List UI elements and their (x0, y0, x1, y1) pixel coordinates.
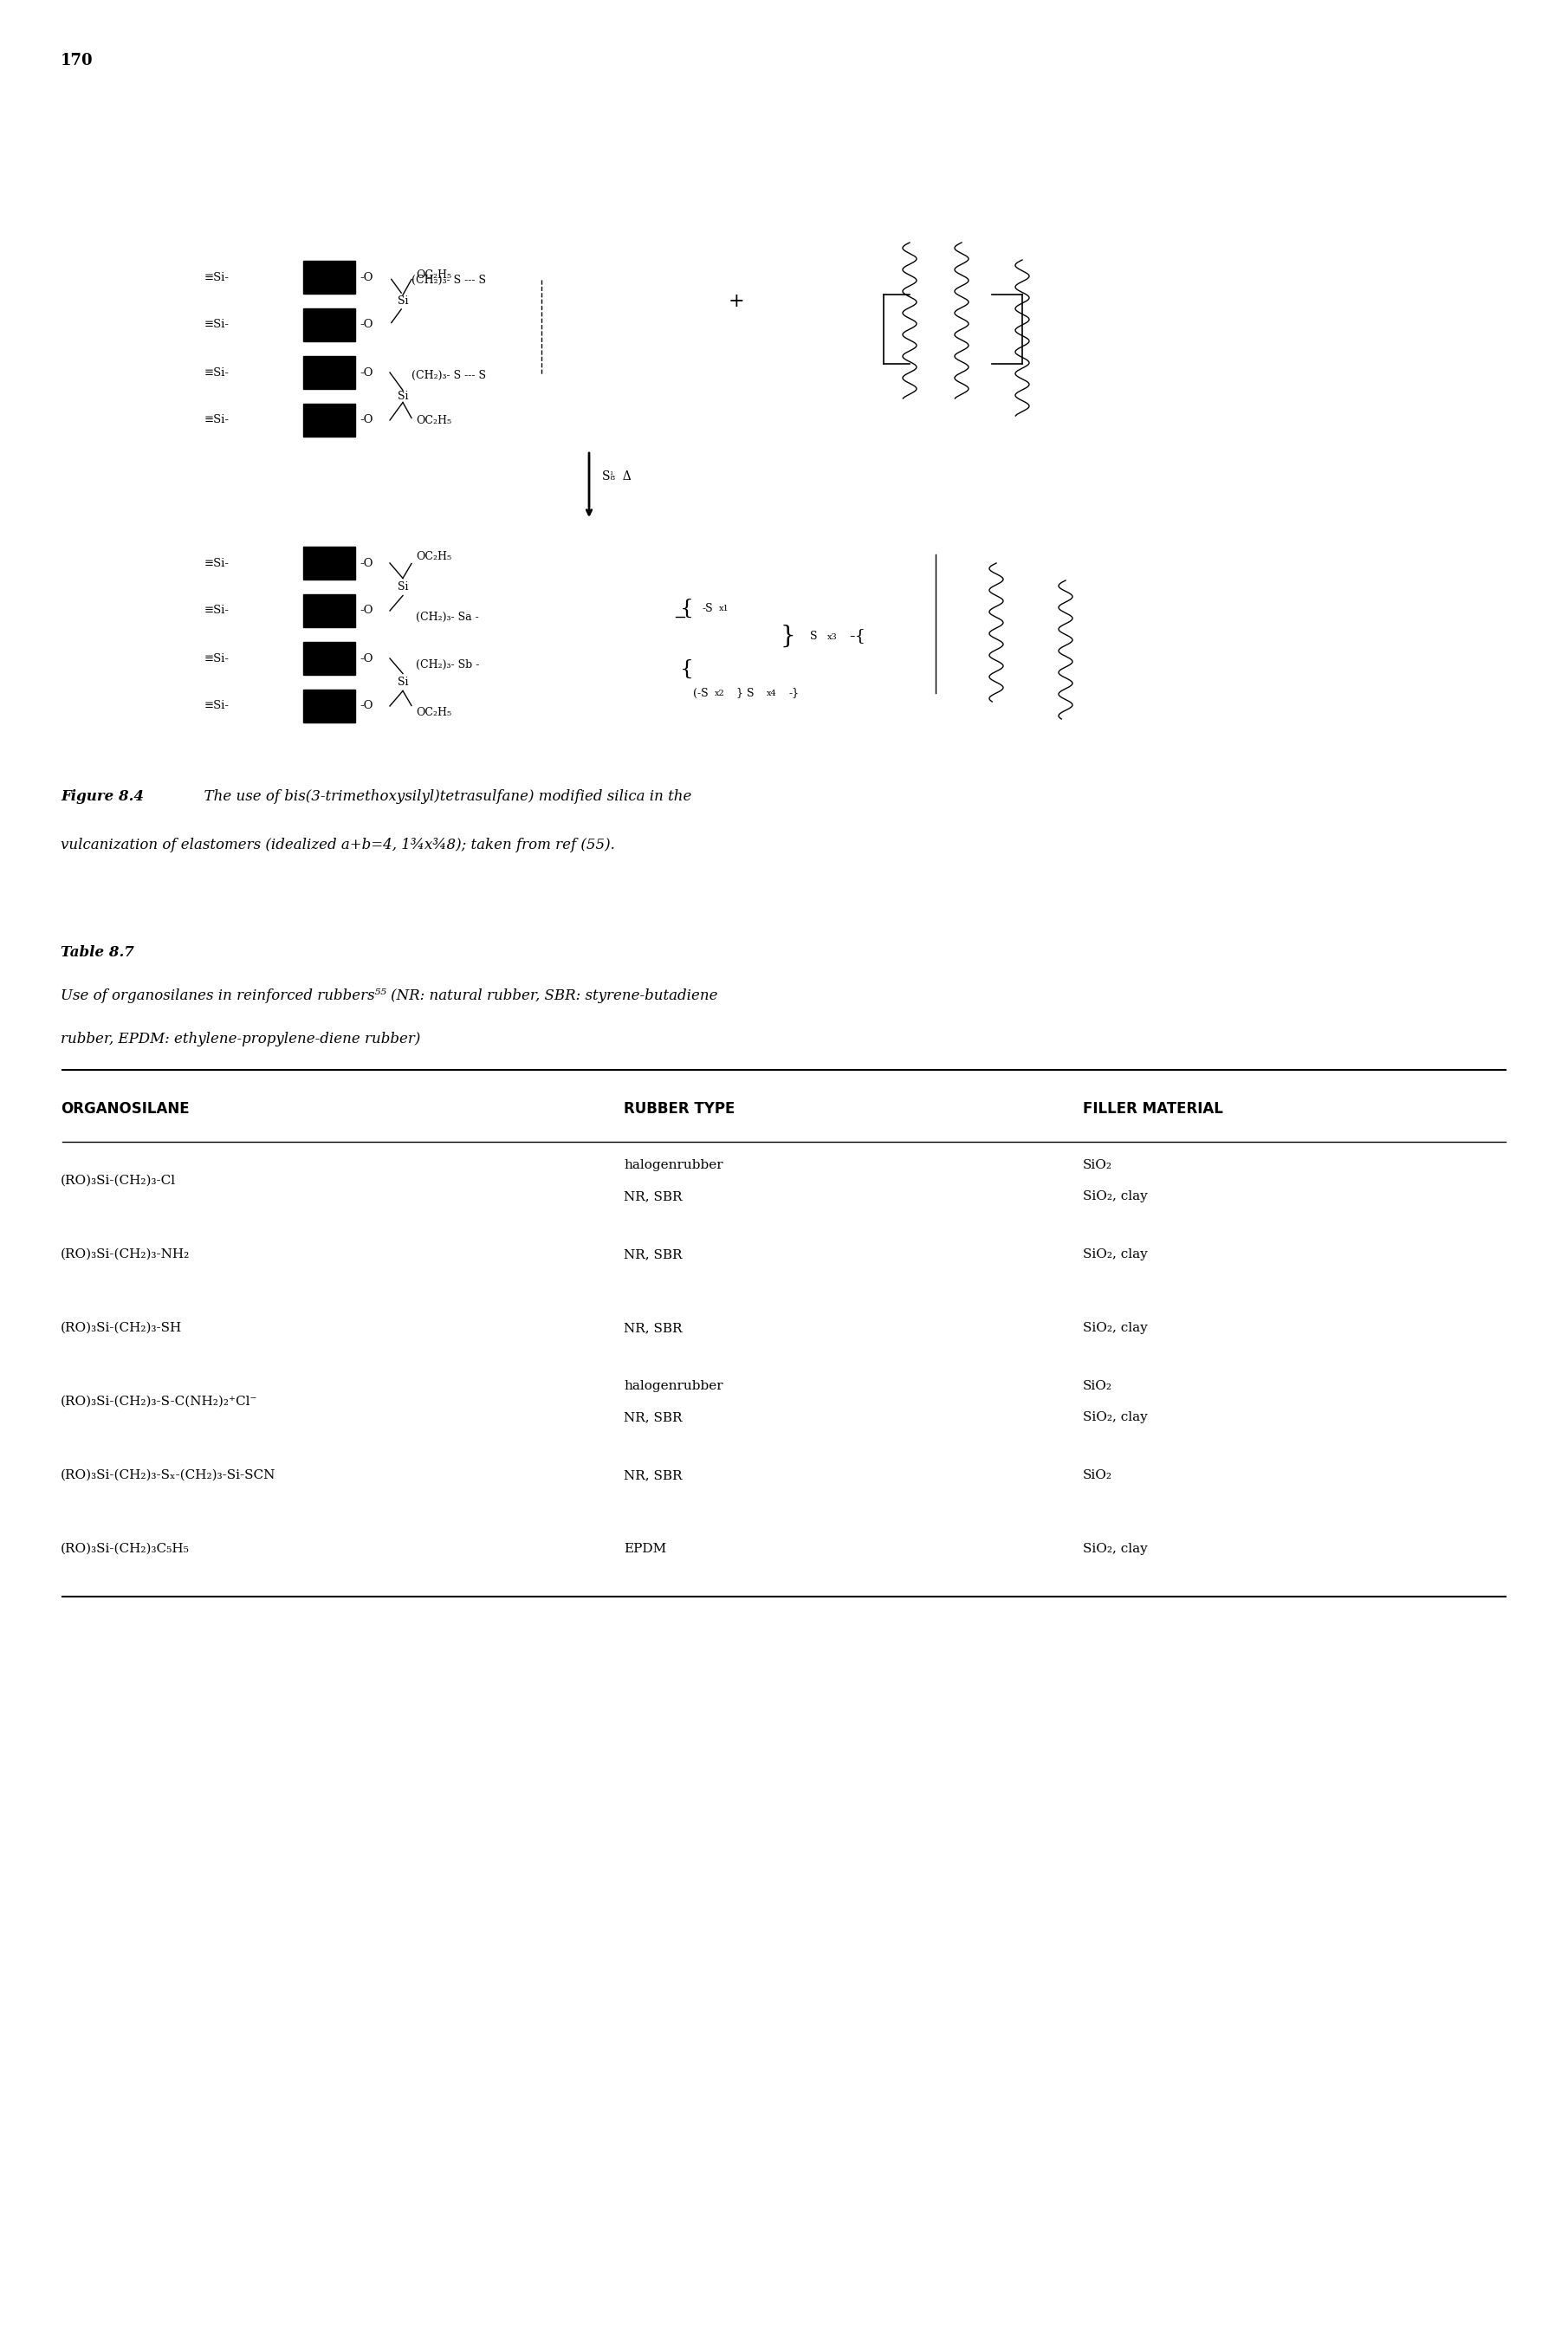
Text: FILLER MATERIAL: FILLER MATERIAL (1083, 1102, 1223, 1116)
Text: OC₂H₅: OC₂H₅ (416, 552, 452, 561)
Text: SiO₂: SiO₂ (1083, 1160, 1112, 1172)
Text: {: { (681, 660, 693, 678)
Text: x2: x2 (715, 690, 724, 697)
Bar (303, 641, 356, 676)
Bar (303, 309, 356, 341)
Text: -}: -} (789, 688, 798, 699)
Text: (CH₂)₃- S --- S: (CH₂)₃- S --- S (411, 370, 486, 381)
Text: -O: -O (359, 367, 373, 379)
Bar (303, 356, 356, 388)
Text: } S: } S (737, 688, 754, 699)
Text: x1: x1 (720, 606, 729, 613)
Text: -S: -S (702, 603, 712, 613)
Text: NR, SBR: NR, SBR (624, 1191, 682, 1202)
Text: halogenrubber: halogenrubber (624, 1160, 723, 1172)
Text: ≡Si-: ≡Si- (204, 414, 229, 426)
Text: EPDM: EPDM (624, 1544, 666, 1555)
Text: NR, SBR: NR, SBR (624, 1249, 682, 1261)
Text: SiO₂, clay: SiO₂, clay (1083, 1249, 1148, 1261)
Text: }: } (779, 625, 795, 648)
Text: -{: -{ (848, 629, 866, 643)
Text: SiO₂, clay: SiO₂, clay (1083, 1410, 1148, 1424)
Text: ≡Si-: ≡Si- (204, 271, 229, 283)
Text: halogenrubber: halogenrubber (624, 1380, 723, 1392)
Text: (RO)₃Si-(CH₂)₃-Cl: (RO)₃Si-(CH₂)₃-Cl (61, 1174, 176, 1186)
Text: NR, SBR: NR, SBR (624, 1469, 682, 1481)
Text: Si: Si (397, 676, 408, 688)
Bar (303, 547, 356, 580)
Text: vulcanization of elastomers (idealized a+b=4, 1¾x¾8); taken from ref (55).: vulcanization of elastomers (idealized a… (61, 837, 615, 851)
Text: rubber, EPDM: ethylene-propylene-diene rubber): rubber, EPDM: ethylene-propylene-diene r… (61, 1031, 420, 1048)
Text: ORGANOSILANE: ORGANOSILANE (61, 1102, 190, 1116)
Text: OC₂H₅: OC₂H₅ (416, 706, 452, 718)
Text: Table 8.7: Table 8.7 (61, 945, 135, 961)
Text: -O: -O (359, 271, 373, 283)
Text: The use of bis(3-trimethoxysilyl)tetrasulfane) modified silica in the: The use of bis(3-trimethoxysilyl)tetrasu… (194, 791, 691, 805)
Text: Use of organosilanes in reinforced rubbers⁵⁵ (NR: natural rubber, SBR: styrene-b: Use of organosilanes in reinforced rubbe… (61, 989, 718, 1003)
Text: NR, SBR: NR, SBR (624, 1410, 682, 1424)
Text: SiO₂, clay: SiO₂, clay (1083, 1544, 1148, 1555)
Text: Si: Si (397, 391, 408, 402)
Text: ≡Si-: ≡Si- (204, 318, 229, 330)
Text: (RO)₃Si-(CH₂)₃-Sₓ-(CH₂)₃-Si-SCN: (RO)₃Si-(CH₂)₃-Sₓ-(CH₂)₃-Si-SCN (61, 1469, 276, 1481)
Bar (303, 690, 356, 723)
Text: SiO₂: SiO₂ (1083, 1380, 1112, 1392)
Text: S: S (811, 632, 817, 641)
Text: ≡Si-: ≡Si- (204, 557, 229, 568)
Text: +: + (728, 292, 745, 311)
Text: RUBBER TYPE: RUBBER TYPE (624, 1102, 735, 1116)
Text: ≡Si-: ≡Si- (204, 699, 229, 711)
Text: (CH₂)₃- Sa -: (CH₂)₃- Sa - (416, 610, 478, 622)
Text: (CH₂)₃- S --- S: (CH₂)₃- S --- S (411, 274, 486, 285)
Bar (303, 405, 356, 437)
Bar (303, 594, 356, 627)
Text: -O: -O (359, 699, 373, 711)
Text: Figure 8.4: Figure 8.4 (61, 791, 144, 805)
Text: SiO₂, clay: SiO₂, clay (1083, 1191, 1148, 1202)
Text: (-S: (-S (693, 688, 709, 699)
Text: -O: -O (359, 318, 373, 330)
Text: SiO₂, clay: SiO₂, clay (1083, 1322, 1148, 1333)
Text: -O: -O (359, 653, 373, 664)
Text: ≡Si-: ≡Si- (204, 653, 229, 664)
Text: (RO)₃Si-(CH₂)₃-SH: (RO)₃Si-(CH₂)₃-SH (61, 1322, 182, 1333)
Text: -O: -O (359, 414, 373, 426)
Text: (RO)₃Si-(CH₂)₃-NH₂: (RO)₃Si-(CH₂)₃-NH₂ (61, 1249, 190, 1261)
Text: x4: x4 (767, 690, 776, 697)
Text: -O: -O (359, 606, 373, 617)
Text: (CH₂)₃- Sb -: (CH₂)₃- Sb - (416, 660, 480, 669)
Text: (RO)₃Si-(CH₂)₃C₅H₅: (RO)₃Si-(CH₂)₃C₅H₅ (61, 1544, 190, 1555)
Text: ≡Si-: ≡Si- (204, 367, 229, 379)
Text: ₁: ₁ (605, 468, 613, 477)
Text: OC₂H₅: OC₂H₅ (416, 269, 452, 281)
Bar (303, 260, 356, 295)
Text: -O: -O (359, 557, 373, 568)
Text: OC₂H₅: OC₂H₅ (416, 414, 452, 426)
Text: S₈  Δ: S₈ Δ (602, 470, 632, 482)
Text: {: { (681, 599, 693, 617)
Text: 170: 170 (61, 54, 93, 68)
Text: NR, SBR: NR, SBR (624, 1322, 682, 1333)
Text: Si: Si (397, 295, 408, 306)
Text: (RO)₃Si-(CH₂)₃-S-C(NH₂)₂⁺Cl⁻: (RO)₃Si-(CH₂)₃-S-C(NH₂)₂⁺Cl⁻ (61, 1396, 257, 1408)
Text: ≡Si-: ≡Si- (204, 606, 229, 617)
Text: SiO₂: SiO₂ (1083, 1469, 1112, 1481)
Text: x3: x3 (828, 634, 837, 641)
Text: Si: Si (397, 582, 408, 592)
